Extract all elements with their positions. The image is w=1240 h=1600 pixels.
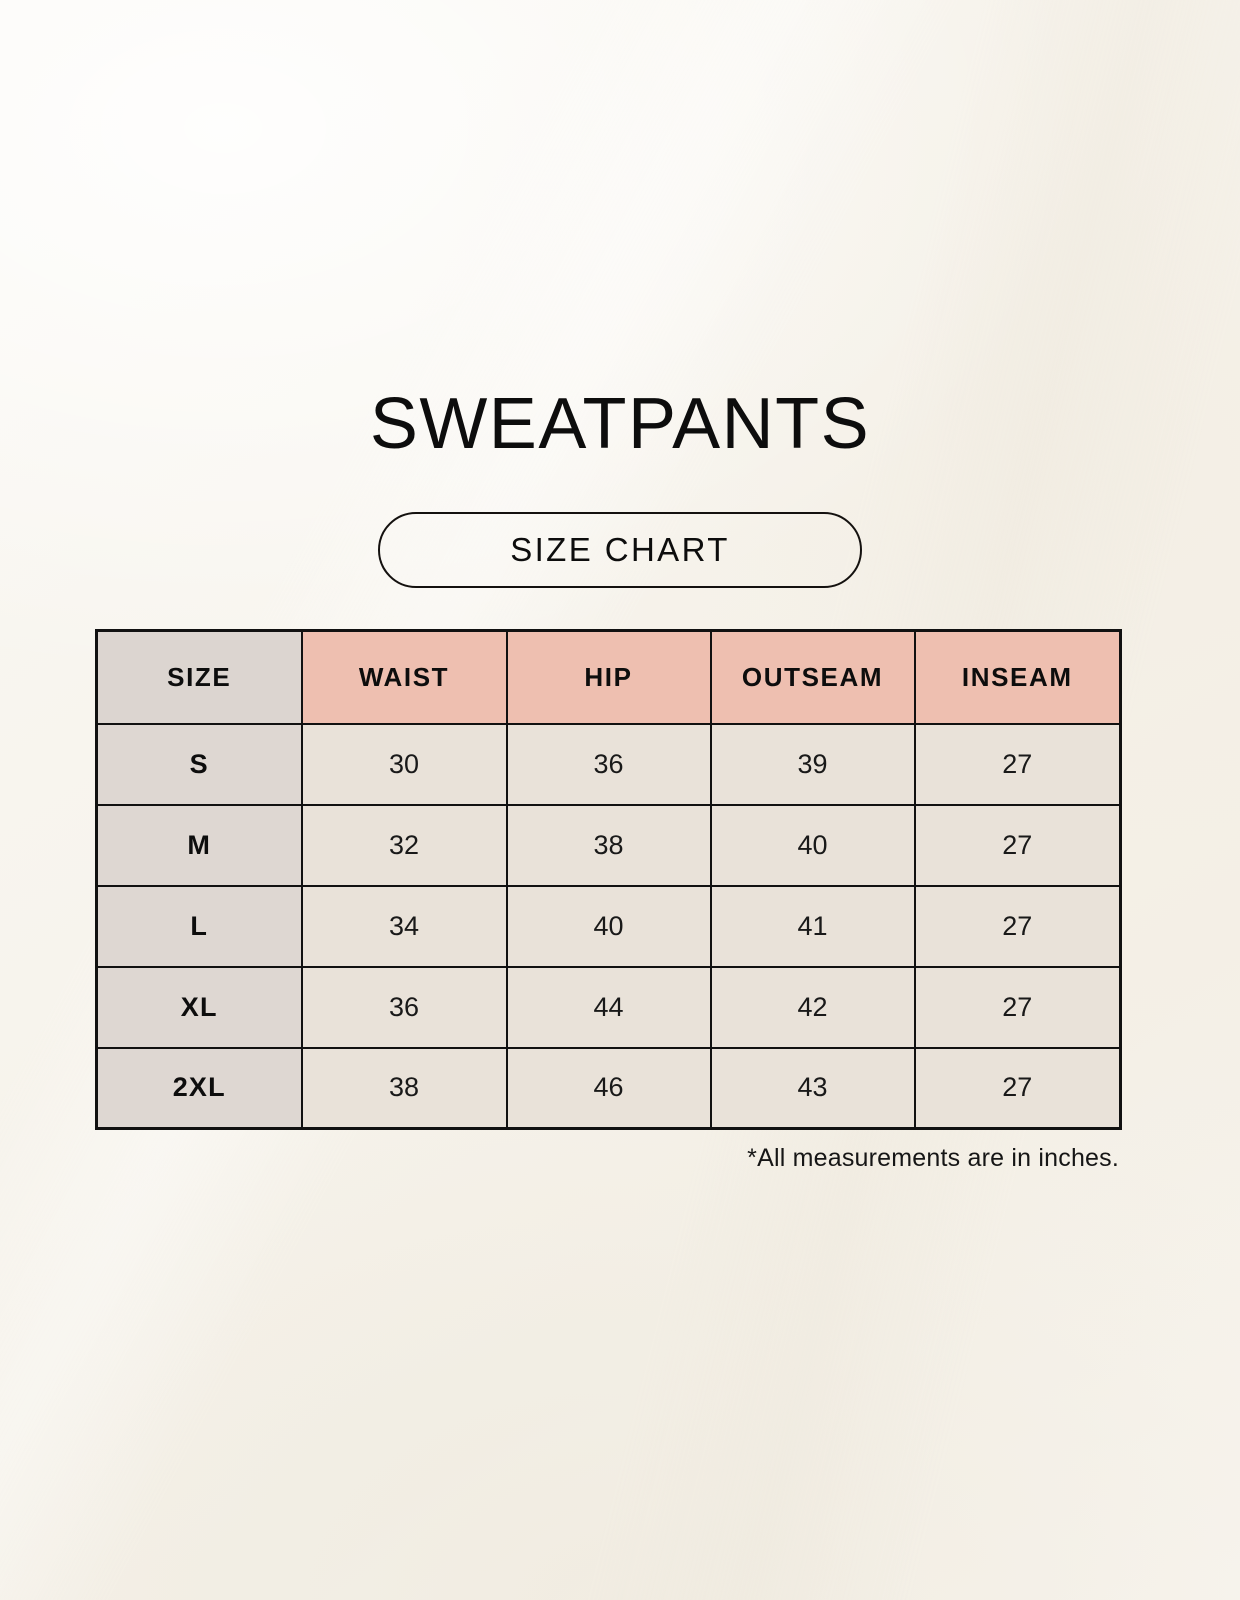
cell-outseam: 40	[709, 803, 916, 887]
table-row: XL 36 44 42 27	[95, 965, 1122, 1049]
column-header-outseam: OUTSEAM	[709, 629, 916, 725]
column-header-hip: HIP	[505, 629, 712, 725]
table-header: SIZE WAIST HIP OUTSEAM INSEAM	[95, 629, 1122, 725]
cell-size: XL	[95, 965, 303, 1049]
cell-hip: 40	[505, 884, 712, 968]
cell-hip: 36	[505, 722, 712, 806]
column-header-size: SIZE	[95, 629, 303, 725]
cell-waist: 36	[300, 965, 508, 1049]
cell-size: 2XL	[95, 1046, 303, 1130]
cell-outseam: 39	[709, 722, 916, 806]
cell-inseam: 27	[913, 722, 1122, 806]
cell-waist: 38	[300, 1046, 508, 1130]
size-chart-table-wrapper: SIZE WAIST HIP OUTSEAM INSEAM S 30 36 39…	[95, 629, 1122, 1130]
cell-inseam: 27	[913, 803, 1122, 887]
cell-waist: 30	[300, 722, 508, 806]
size-chart-badge: SIZE CHART	[378, 512, 862, 588]
measurements-footnote: *All measurements are in inches.	[747, 1144, 1119, 1172]
cell-outseam: 42	[709, 965, 916, 1049]
cell-hip: 44	[505, 965, 712, 1049]
cell-size: S	[95, 722, 303, 806]
table-row: M 32 38 40 27	[95, 803, 1122, 887]
cell-outseam: 43	[709, 1046, 916, 1130]
table-body: S 30 36 39 27 M 32 38 40 27 L 34 40	[95, 722, 1122, 1130]
cell-waist: 32	[300, 803, 508, 887]
cell-inseam: 27	[913, 965, 1122, 1049]
cell-inseam: 27	[913, 1046, 1122, 1130]
cell-inseam: 27	[913, 884, 1122, 968]
cell-hip: 46	[505, 1046, 712, 1130]
cell-waist: 34	[300, 884, 508, 968]
cell-size: M	[95, 803, 303, 887]
cell-hip: 38	[505, 803, 712, 887]
cell-size: L	[95, 884, 303, 968]
size-chart-badge-label: SIZE CHART	[510, 531, 730, 568]
size-chart-table: SIZE WAIST HIP OUTSEAM INSEAM S 30 36 39…	[95, 629, 1122, 1130]
table-row: 2XL 38 46 43 27	[95, 1046, 1122, 1130]
table-row: L 34 40 41 27	[95, 884, 1122, 968]
table-row: S 30 36 39 27	[95, 722, 1122, 806]
cell-outseam: 41	[709, 884, 916, 968]
column-header-waist: WAIST	[300, 629, 508, 725]
column-header-inseam: INSEAM	[913, 629, 1122, 725]
table-header-row: SIZE WAIST HIP OUTSEAM INSEAM	[95, 629, 1122, 725]
page-title: SWEATPANTS	[369, 384, 871, 464]
